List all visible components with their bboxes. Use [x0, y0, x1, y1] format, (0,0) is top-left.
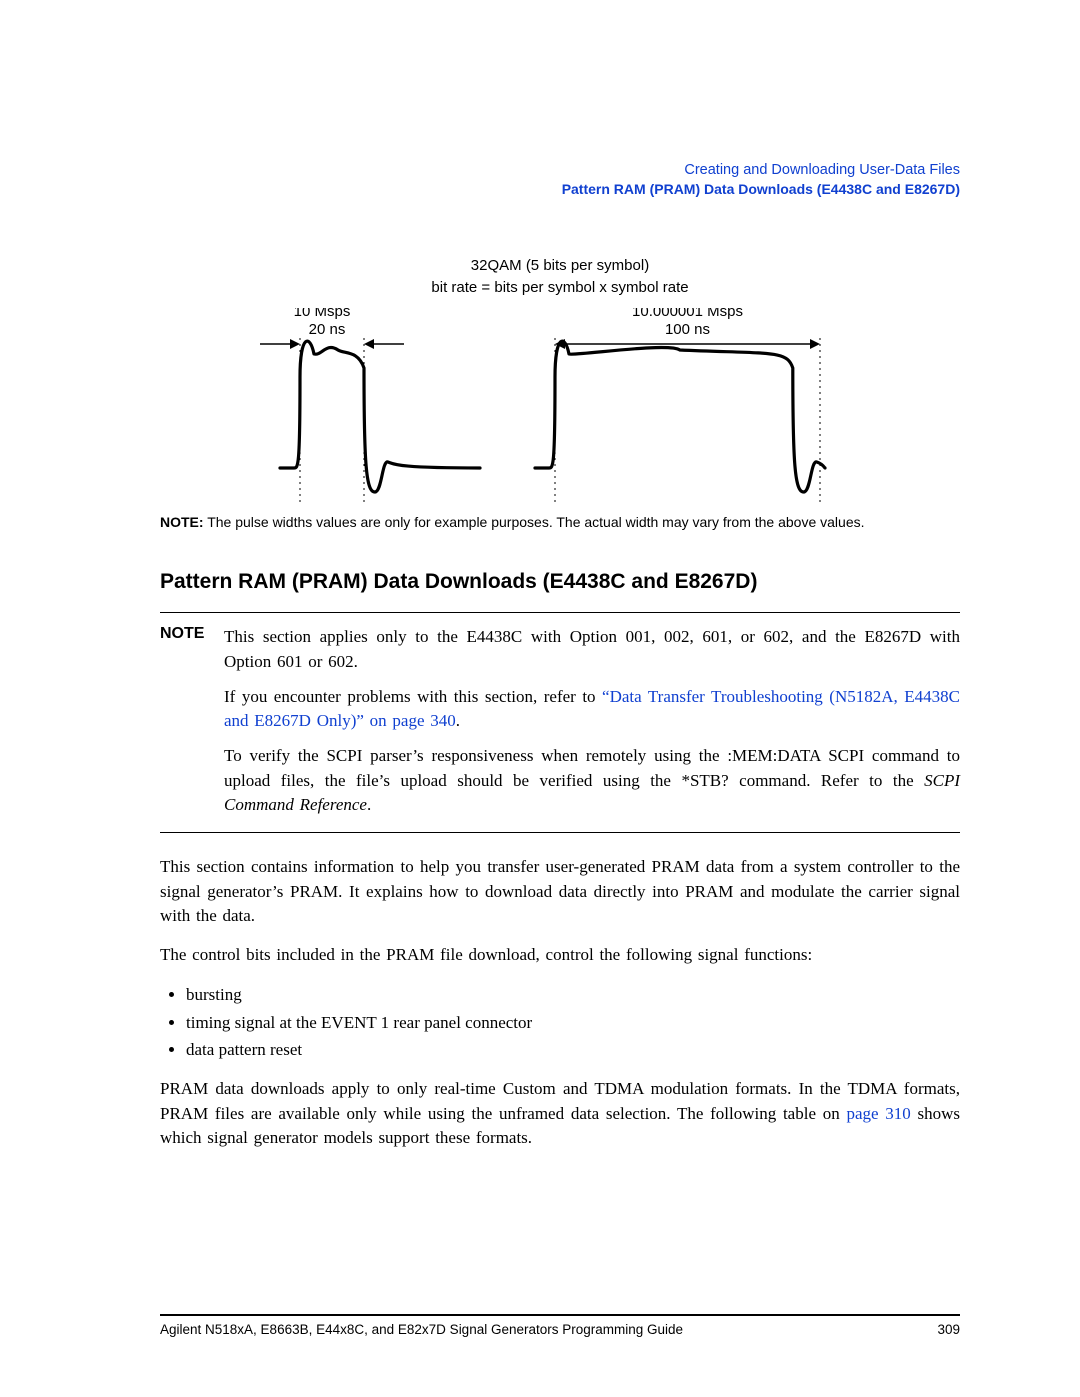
- figure-note: NOTE: The pulse widths values are only f…: [160, 514, 960, 530]
- note-p1: This section applies only to the E4438C …: [224, 627, 960, 671]
- diagram-figure: 32QAM (5 bits per symbol) bit rate = bit…: [160, 255, 960, 531]
- footer-rule: [160, 1314, 960, 1316]
- bullet-item: bursting: [186, 981, 960, 1008]
- bullet-item: data pattern reset: [186, 1036, 960, 1063]
- bullet-item: timing signal at the EVENT 1 rear panel …: [186, 1009, 960, 1036]
- svg-text:100 ns: 100 ns: [665, 321, 710, 338]
- note-p3a: To verify the SCPI parser’s responsivene…: [224, 746, 960, 790]
- page-ref-link[interactable]: page 310: [846, 1104, 910, 1123]
- note-block: NOTE This section applies only to the E4…: [160, 612, 960, 832]
- body-text: This section contains information to hel…: [160, 855, 960, 1151]
- footer-page-number: 309: [937, 1322, 960, 1337]
- running-header: Creating and Downloading User-Data Files…: [160, 160, 960, 200]
- footer-left: Agilent N518xA, E8663B, E44x8C, and E82x…: [160, 1322, 683, 1337]
- body-p3a: PRAM data downloads apply to only real-t…: [160, 1079, 960, 1123]
- pulse-diagram-svg: 10 Msps20 ns 10.000001 Msps100 ns: [260, 308, 860, 508]
- note-p2b: .: [456, 711, 460, 730]
- note-p2a: If you encounter problems with this sect…: [224, 687, 602, 706]
- figure-note-label: NOTE:: [160, 514, 204, 530]
- header-section: Pattern RAM (PRAM) Data Downloads (E4438…: [160, 180, 960, 200]
- note-body: This section applies only to the E4438C …: [224, 625, 960, 817]
- figure-note-text: The pulse widths values are only for exa…: [204, 514, 865, 530]
- svg-text:20 ns: 20 ns: [309, 321, 346, 338]
- svg-text:10.000001 Msps: 10.000001 Msps: [632, 308, 743, 320]
- svg-text:10 Msps: 10 Msps: [294, 308, 351, 320]
- section-heading: Pattern RAM (PRAM) Data Downloads (E4438…: [160, 570, 960, 594]
- note-p3b: .: [367, 795, 371, 814]
- body-p1: This section contains information to hel…: [160, 857, 960, 925]
- note-label: NOTE: [160, 625, 224, 817]
- figure-caption-line2: bit rate = bits per symbol x symbol rate: [431, 279, 688, 296]
- header-chapter: Creating and Downloading User-Data Files: [160, 160, 960, 180]
- page-footer: Agilent N518xA, E8663B, E44x8C, and E82x…: [160, 1314, 960, 1337]
- body-p2: The control bits included in the PRAM fi…: [160, 945, 812, 964]
- figure-caption-line1: 32QAM (5 bits per symbol): [471, 257, 649, 274]
- bullet-list: burstingtiming signal at the EVENT 1 rea…: [160, 981, 960, 1063]
